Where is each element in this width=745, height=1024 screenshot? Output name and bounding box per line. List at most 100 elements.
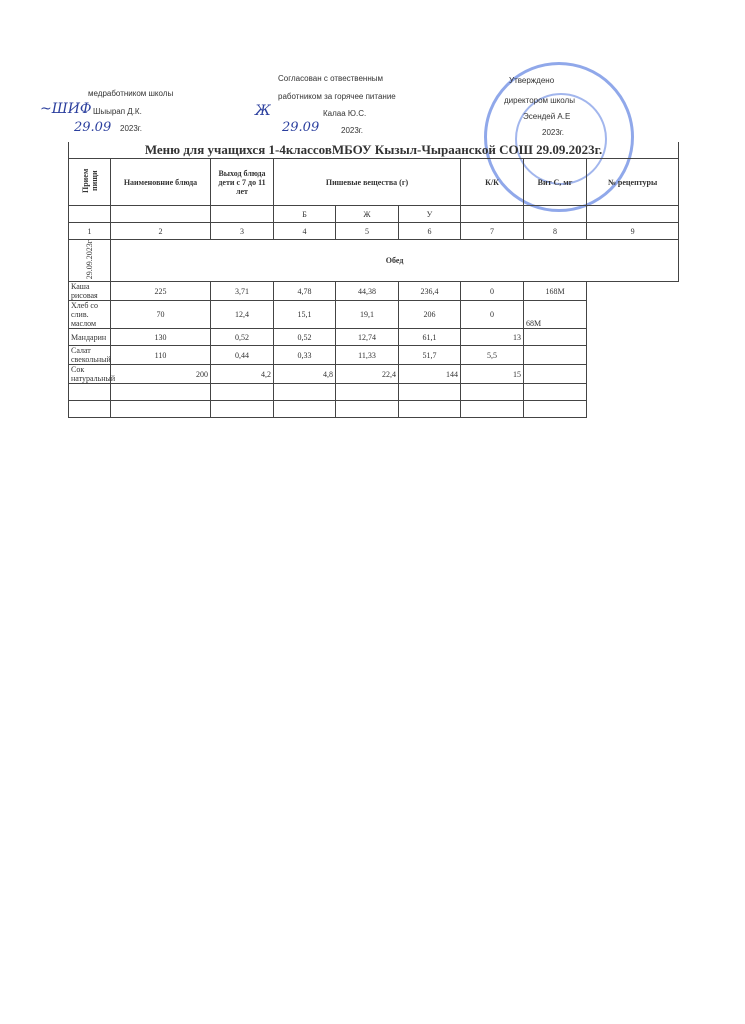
director-date: 2023г.	[542, 128, 564, 137]
dish-name: Хлеб со слив. маслом	[68, 300, 111, 330]
table-cell	[523, 328, 587, 347]
table-cell: 110	[110, 345, 211, 366]
table-row: Сок натуральный 200 4,2 4,8 22,4 144 15	[68, 364, 679, 385]
column-number: 4	[273, 222, 336, 240]
table-row	[68, 400, 679, 419]
table-cell: 0,52	[210, 328, 274, 347]
table-cell: 44,38	[335, 281, 399, 302]
coordinator-label-2: работником за горячее питание	[278, 92, 396, 101]
table-cell: 236,4	[398, 281, 461, 302]
dish-name	[68, 383, 111, 402]
column-number: 5	[335, 222, 399, 240]
table-cell: 4,8	[273, 364, 336, 385]
column-number: 1	[68, 222, 111, 240]
subheader-protein: Б	[273, 205, 336, 223]
table-cell: 130	[110, 328, 211, 347]
table-cell: 0,44	[210, 345, 274, 366]
column-number: 8	[523, 222, 587, 240]
table-cell: 11,33	[335, 345, 399, 366]
table-cell: 22,4	[335, 364, 399, 385]
medic-label: медработником школы	[88, 89, 174, 98]
medic-signature: ~ШИФ	[40, 101, 92, 117]
table-cell	[398, 383, 461, 402]
dish-name: Мандарин	[68, 328, 111, 347]
header-meal: Прием пищи	[80, 168, 99, 194]
table-row: Каша рисовая 225 3,71 4,78 44,38 236,4 0 168М	[68, 281, 679, 302]
table-cell: 144	[398, 364, 461, 385]
column-number: 7	[460, 222, 524, 240]
subheader-carbs: У	[398, 205, 461, 223]
table-row	[68, 383, 679, 402]
table-cell: 4,78	[273, 281, 336, 302]
table-cell	[335, 383, 399, 402]
table-cell	[335, 400, 399, 419]
director-label-2: директором школы	[504, 96, 575, 105]
column-number: 3	[210, 222, 274, 240]
table-cell	[460, 383, 524, 402]
header-nutrients: Пишевые вещества (г)	[273, 158, 461, 206]
table-cell: 19,1	[335, 300, 399, 330]
table-cell: 70	[110, 300, 211, 330]
table-cell	[523, 345, 587, 366]
dish-name: Сок натуральный	[68, 364, 115, 385]
column-number: 9	[585, 222, 680, 240]
header-kcal: К/К	[460, 158, 524, 206]
header-dish: Наименовние блюда	[110, 158, 211, 206]
coordinator-label-1: Согласован с отвественным	[278, 74, 384, 83]
table-cell: 51,7	[398, 345, 461, 366]
table-cell: 0	[460, 281, 524, 302]
dish-name: Каша рисовая	[68, 281, 111, 302]
table-cell: 68М	[523, 300, 587, 330]
table-cell	[523, 400, 587, 419]
table-cell: 4,2	[210, 364, 274, 385]
table-cell: 12,74	[335, 328, 399, 347]
table-cell: 225	[110, 281, 211, 302]
table-cell: 3,71	[210, 281, 274, 302]
table-cell: 5,5	[460, 345, 524, 366]
coordinator-handwritten-date: 29.09	[282, 120, 320, 135]
header-recipe: № рецептуры	[585, 158, 680, 206]
meal-date: 29.09.2023г	[85, 240, 94, 280]
table-cell	[398, 400, 461, 419]
director-name: Эсендей А.Е	[523, 112, 571, 121]
table-cell: 13	[460, 328, 524, 347]
table-cell	[110, 383, 211, 402]
director-label-1: Утверждено	[509, 76, 555, 85]
dish-name: Салат свекольный	[68, 345, 111, 366]
coordinator-name: Калаа Ю.С.	[323, 109, 367, 118]
meal-name: Обед	[109, 238, 680, 283]
table-cell	[460, 400, 524, 419]
table-cell	[210, 400, 274, 419]
column-number: 2	[110, 222, 211, 240]
menu-table: Меню для учащихся 1-4классовМБОУ Кызыл-Ч…	[67, 142, 680, 419]
coordinator-signature: Ж	[255, 103, 271, 119]
table-cell: 0	[460, 300, 524, 330]
table-cell	[110, 400, 211, 419]
dish-name	[68, 400, 111, 419]
coordinator-date: 2023г.	[341, 126, 363, 135]
table-cell: 0,33	[273, 345, 336, 366]
column-number: 6	[398, 222, 461, 240]
table-cell: 206	[398, 300, 461, 330]
header-vitc: Вит С, мг	[523, 158, 587, 206]
table-cell	[273, 400, 336, 419]
table-cell	[523, 383, 587, 402]
subheader-fat: Ж	[335, 205, 399, 223]
medic-date: 2023г.	[120, 124, 142, 133]
table-cell: 200	[110, 364, 211, 385]
table-row: Мандарин 130 0,52 0,52 12,74 61,1 13	[68, 328, 679, 347]
table-cell	[523, 364, 587, 385]
menu-title: Меню для учащихся 1-4классовМБОУ Кызыл-Ч…	[67, 142, 680, 159]
table-cell: 61,1	[398, 328, 461, 347]
table-cell: 15,1	[273, 300, 336, 330]
table-cell: 12,4	[210, 300, 274, 330]
table-cell: 0,52	[273, 328, 336, 347]
table-row: Салат свекольный 110 0,44 0,33 11,33 51,7 5,5	[68, 345, 679, 366]
header-portion: Выход блюда дети с 7 до 11 лет	[210, 158, 274, 206]
medic-handwritten-date: 29.09	[74, 120, 112, 135]
medic-name: Шыырап Д.К.	[93, 107, 142, 116]
table-row: Хлеб со слив. маслом 70 12,4 15,1 19,1 206 0 68…	[68, 300, 679, 330]
table-cell	[210, 383, 274, 402]
table-cell	[273, 383, 336, 402]
